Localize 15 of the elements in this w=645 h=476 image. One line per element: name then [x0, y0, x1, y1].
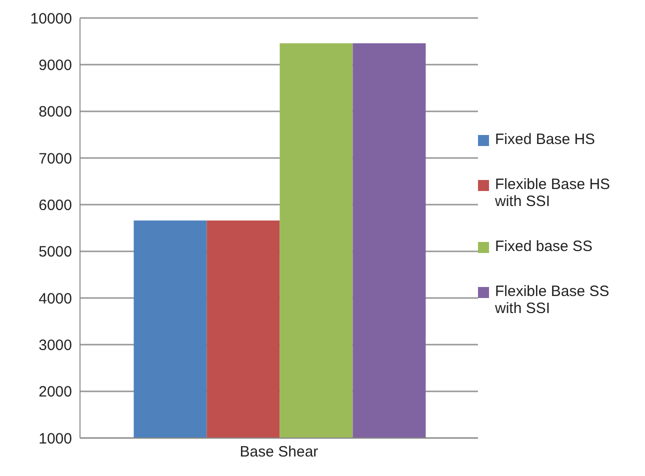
- y-tick-label: 7000: [38, 150, 72, 168]
- x-tick-label: Base Shear: [240, 444, 318, 461]
- y-tick-label: 8000: [38, 104, 72, 121]
- y-tick-label: 5000: [38, 244, 72, 261]
- y-tick-label: 3000: [38, 336, 72, 354]
- y-tick-label: 9000: [38, 56, 72, 74]
- y-tick-label: 4000: [38, 290, 72, 308]
- legend-label: Fixed Base HS: [495, 131, 596, 148]
- y-tick-label: 2000: [38, 384, 72, 401]
- y-tick-label: 1000: [38, 430, 72, 448]
- legend-label: Fixed base SS: [495, 238, 593, 255]
- legend-label: Flexible Base HS with SSI: [495, 176, 612, 210]
- y-tick-label: 6000: [38, 196, 72, 214]
- legend-label: Flexible Base SS with SSI: [495, 283, 610, 317]
- y-tick-label: 10000: [30, 10, 72, 28]
